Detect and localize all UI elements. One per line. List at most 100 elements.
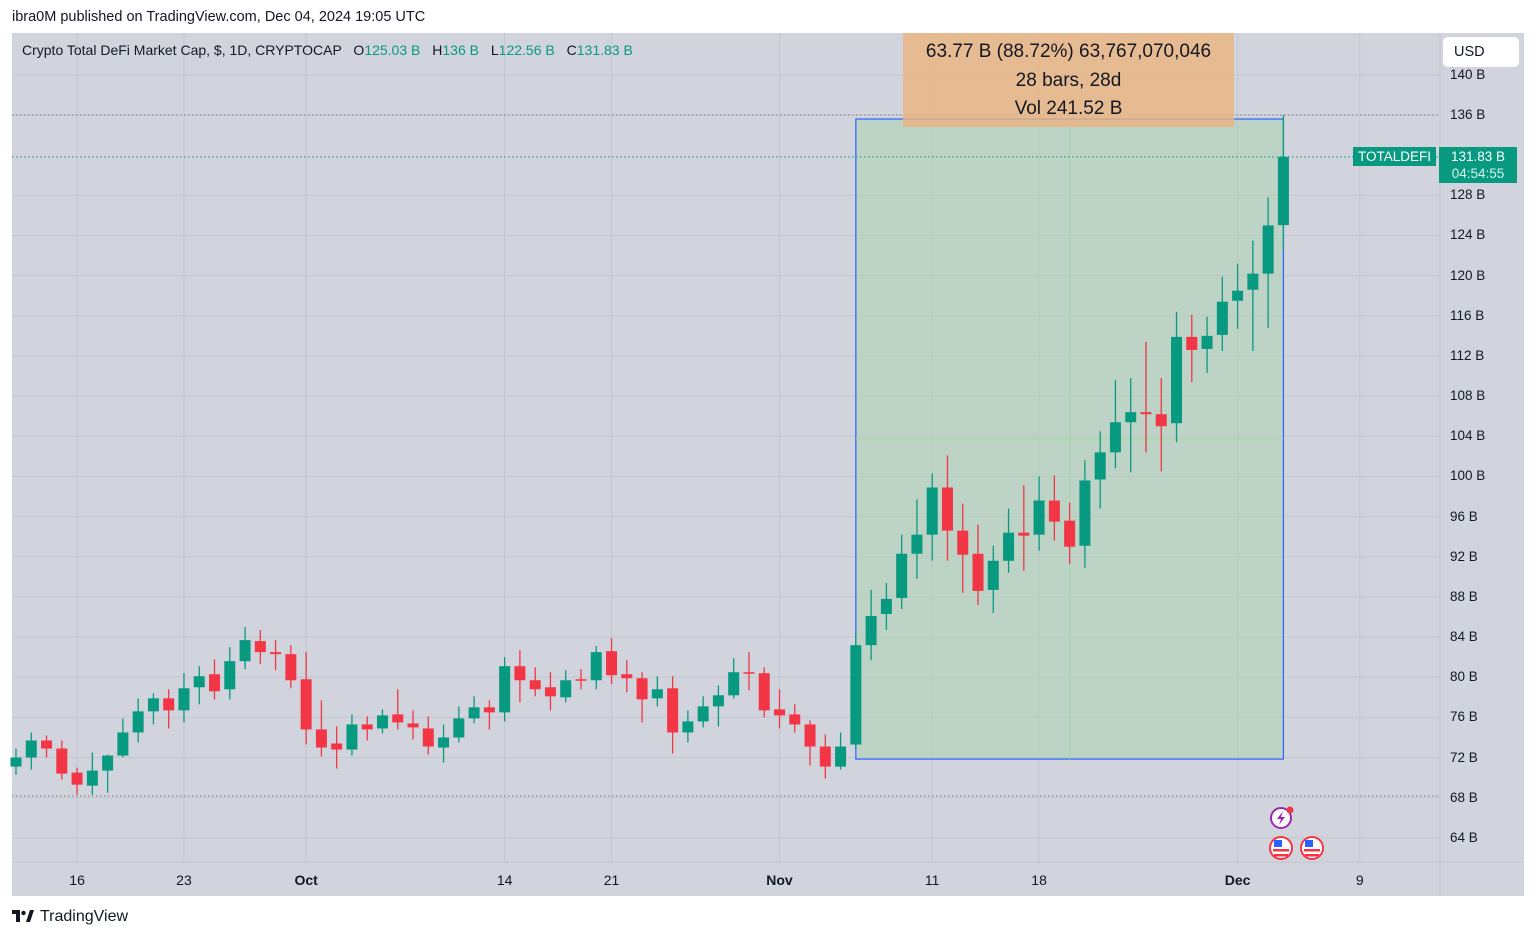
candle-body bbox=[163, 698, 175, 711]
candle-body bbox=[25, 740, 37, 758]
candle bbox=[1155, 378, 1167, 472]
candle-body bbox=[712, 695, 724, 707]
candle bbox=[1109, 380, 1121, 469]
candle-body bbox=[819, 746, 831, 767]
candle bbox=[804, 720, 816, 766]
candle bbox=[957, 503, 969, 593]
candle-body bbox=[1155, 414, 1167, 427]
candle bbox=[239, 627, 251, 670]
candle-body bbox=[1033, 500, 1045, 535]
candle-body bbox=[224, 661, 236, 690]
candle-body bbox=[1232, 290, 1244, 301]
candle-body bbox=[774, 709, 785, 716]
candle bbox=[224, 647, 236, 700]
candle bbox=[331, 726, 343, 769]
candle bbox=[1216, 276, 1228, 351]
candle bbox=[1201, 316, 1213, 374]
currency-button[interactable]: USD bbox=[1443, 37, 1519, 67]
candle bbox=[1125, 378, 1137, 473]
candle-body bbox=[590, 652, 602, 681]
candle bbox=[193, 666, 205, 705]
candle-body bbox=[621, 674, 633, 679]
price-tick-label: 108 B bbox=[1450, 388, 1486, 404]
event-icons bbox=[1269, 806, 1324, 860]
candle-body bbox=[880, 598, 892, 614]
candle-body bbox=[102, 755, 114, 771]
flag-stripe-icon bbox=[1304, 849, 1320, 852]
low-label: L bbox=[490, 42, 499, 58]
date-tick-label: 18 bbox=[1031, 872, 1047, 888]
candle bbox=[560, 670, 572, 703]
price-tick-label: 88 B bbox=[1450, 588, 1478, 604]
tradingview-logo[interactable]: TradingView bbox=[12, 908, 128, 926]
price-tick-label: 120 B bbox=[1450, 267, 1486, 283]
candle bbox=[789, 704, 801, 733]
price-tick-label: 92 B bbox=[1450, 548, 1478, 564]
candle-body bbox=[697, 706, 709, 722]
candle-body bbox=[117, 732, 129, 756]
candle-body bbox=[1048, 500, 1060, 522]
candle-body bbox=[1262, 225, 1274, 274]
candle-body bbox=[896, 553, 908, 598]
candle bbox=[10, 748, 22, 775]
candle-body bbox=[1018, 532, 1030, 536]
candle-body bbox=[1171, 336, 1183, 424]
candle-body bbox=[132, 711, 144, 733]
candle bbox=[392, 689, 404, 730]
footer-brand: TradingView bbox=[40, 908, 129, 925]
candle-body bbox=[147, 698, 159, 712]
candle-body bbox=[972, 553, 984, 591]
close-value: 131.83 B bbox=[576, 42, 633, 58]
measure-tooltip: 63.77 B (88.72%) 63,767,070,046 28 bars,… bbox=[903, 33, 1234, 127]
candle-body bbox=[468, 707, 480, 719]
candle-body bbox=[667, 688, 679, 733]
candle bbox=[102, 754, 114, 793]
candle-body bbox=[438, 737, 450, 748]
chart-pane[interactable] bbox=[12, 33, 1524, 896]
candle bbox=[132, 698, 144, 743]
candle-body bbox=[239, 640, 251, 662]
candle bbox=[1262, 197, 1274, 328]
candle bbox=[911, 499, 923, 579]
price-tick-label: 128 B bbox=[1450, 187, 1486, 203]
candle-body bbox=[209, 674, 221, 692]
candle bbox=[544, 672, 556, 711]
measure-volume: Vol 241.52 B bbox=[1014, 98, 1123, 119]
candle-body bbox=[682, 721, 694, 733]
candle-body bbox=[86, 770, 98, 786]
candle-body bbox=[499, 666, 511, 713]
open-label: O bbox=[353, 42, 365, 58]
candle bbox=[835, 732, 847, 770]
candle bbox=[1186, 314, 1198, 383]
candle-body bbox=[1064, 520, 1076, 547]
candle-body bbox=[1079, 480, 1091, 546]
candle-body bbox=[544, 687, 556, 697]
candle-body bbox=[606, 651, 618, 676]
candle bbox=[972, 524, 984, 605]
candle bbox=[1048, 475, 1060, 541]
candle bbox=[712, 685, 724, 727]
candle bbox=[1064, 502, 1076, 564]
candle-body bbox=[270, 652, 282, 655]
candle-body bbox=[1186, 336, 1198, 350]
candle bbox=[285, 645, 297, 689]
publish-info: ibra0M published on TradingView.com, Dec… bbox=[12, 9, 426, 25]
close-label: C bbox=[566, 42, 577, 58]
candle-body bbox=[483, 707, 495, 713]
symbol-legend: Crypto Total DeFi Market Cap, $, 1D, CRY… bbox=[22, 42, 633, 58]
last-price-tag: 131.83 B 04:54:55 bbox=[1439, 147, 1517, 183]
candle-body bbox=[331, 743, 343, 750]
date-tick-label: 14 bbox=[496, 872, 513, 888]
measure-bars: 28 bars, 28d bbox=[1015, 69, 1122, 91]
symbol-title: Crypto Total DeFi Market Cap, $, 1D, CRY… bbox=[22, 42, 342, 58]
date-tick-label: Nov bbox=[766, 872, 793, 888]
candle-body bbox=[56, 748, 68, 774]
high-value: 136 B bbox=[442, 42, 479, 58]
candle-body bbox=[941, 487, 953, 531]
candle bbox=[636, 672, 648, 723]
candle bbox=[651, 676, 663, 707]
candle bbox=[117, 718, 129, 758]
candle-body bbox=[1109, 422, 1121, 453]
candle-body bbox=[1003, 532, 1015, 561]
